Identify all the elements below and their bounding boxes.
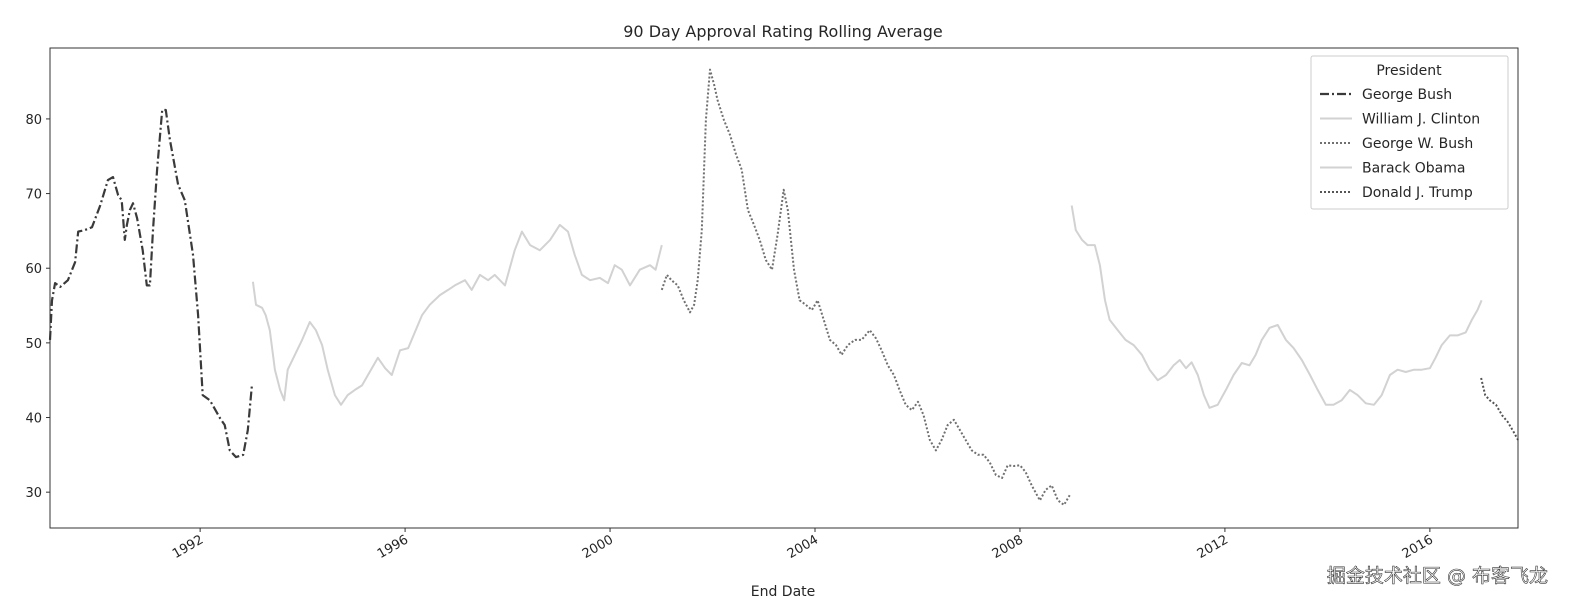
- y-tick-label: 50: [25, 337, 42, 352]
- x-tick-label: 2016: [1400, 532, 1436, 562]
- series-line-donald-j-trump: [1480, 377, 1519, 441]
- chart-title: 90 Day Approval Rating Rolling Average: [623, 22, 942, 41]
- series-line-george-w-bush: [660, 68, 1071, 506]
- legend-label: George W. Bush: [1362, 136, 1473, 152]
- x-tick-label: 2012: [1195, 532, 1231, 562]
- y-tick-label: 40: [25, 412, 42, 427]
- y-tick-label: 70: [25, 188, 42, 203]
- legend-box: [1310, 55, 1509, 210]
- x-axis: 1992 1996 2000 2004 2008 2012 2016: [170, 528, 1436, 562]
- series-line-william-j-clinton: [251, 223, 663, 406]
- legend-label: George Bush: [1362, 87, 1452, 103]
- y-tick-label: 30: [25, 486, 42, 501]
- y-axis: 30 40 50 60 70 80: [25, 113, 50, 501]
- x-tick-label: 2008: [990, 532, 1026, 562]
- series-layer: [48, 68, 1519, 506]
- x-tick-label: 1992: [170, 532, 206, 562]
- legend: President George Bush William J. Clinton G…: [1310, 55, 1509, 210]
- series-line-barack-obama: [1070, 205, 1483, 409]
- legend-label: Barack Obama: [1362, 161, 1465, 177]
- x-tick-label: 1996: [375, 532, 411, 562]
- x-axis-label: End Date: [751, 584, 816, 600]
- series-line-george-bush: [48, 108, 253, 459]
- legend-label: William J. Clinton: [1362, 112, 1480, 128]
- legend-label: Donald J. Trump: [1362, 185, 1473, 201]
- legend-title: President: [1376, 63, 1442, 79]
- x-tick-label: 2004: [785, 532, 821, 562]
- x-tick-label: 2000: [580, 532, 616, 562]
- watermark: 掘金技术社区 @ 布客飞龙: [1327, 565, 1548, 587]
- y-tick-label: 60: [25, 262, 42, 277]
- y-tick-label: 80: [25, 113, 42, 128]
- plot-frame: [49, 47, 1519, 529]
